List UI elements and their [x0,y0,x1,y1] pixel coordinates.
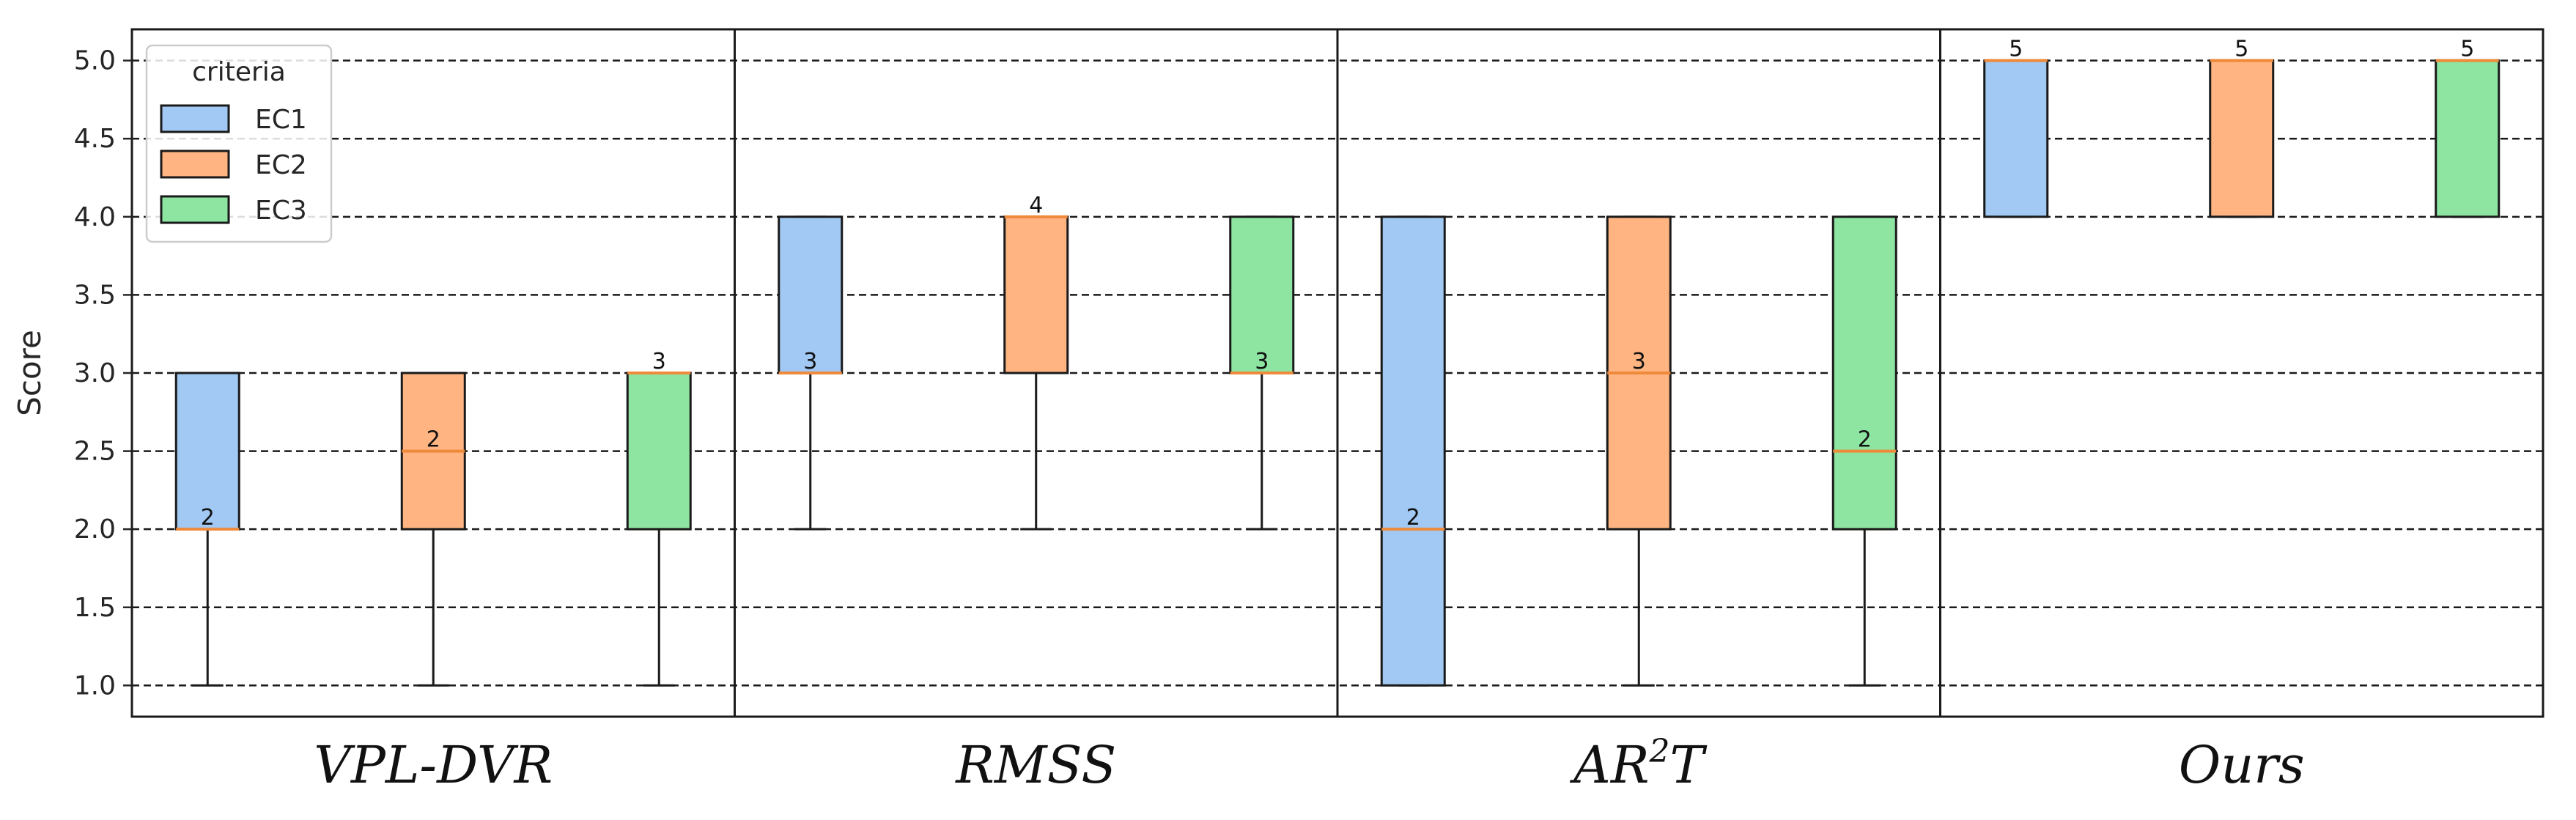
box-ec1 [778,215,844,374]
box-ec3 [2435,59,2501,218]
grid-lines [132,59,2543,687]
median-label: 2 [427,427,440,453]
group-label: Ours [2179,735,2305,795]
y-tick-label: 4.0 [74,202,116,232]
box-ec2 [2209,59,2275,218]
y-tick-label: 3.0 [74,358,116,388]
median-label: 2 [1406,505,1420,531]
median-label: 2 [1858,427,1872,453]
median-label: 4 [1029,193,1043,218]
box-plots [174,59,2501,687]
median-label: 3 [1255,349,1269,374]
y-axis: 1.0 1.5 2.0 2.5 3.0 3.5 4.0 4.5 5.0 Score [12,46,132,701]
box-ec3 [1831,215,1897,531]
legend-title: criteria [192,57,286,87]
legend-label-ec1: EC1 [255,105,307,135]
median-label: 5 [2234,37,2248,62]
median-label: 3 [1632,349,1646,374]
legend-swatch-ec1 [160,104,230,133]
y-tick-label: 2.0 [74,514,116,544]
median-label: 5 [2460,37,2474,62]
box-ec2 [1003,215,1069,374]
group-label: AR2T [1569,733,1707,795]
box-ec1 [1983,59,2049,218]
median-label: 3 [652,349,666,374]
y-tick-label: 1.5 [74,593,116,623]
legend-swatch-ec2 [160,149,230,179]
legend: criteria EC1 EC2 EC3 [145,44,333,243]
median-label: 3 [803,349,817,374]
box-ec3 [626,372,692,531]
y-axis-label: Score [12,330,48,416]
median-label: 2 [201,505,215,531]
group-label: VPL-DVR [314,735,553,795]
plot-frame [130,28,2544,718]
legend-label-ec2: EC2 [255,150,307,180]
median-label: 5 [2009,37,2023,62]
data-labels: 2 2 3 3 4 3 2 3 2 5 5 5 [201,37,2475,531]
y-tick-label: 3.5 [74,280,116,310]
group-labels: VPL-DVR RMSS AR2T Ours [314,733,2304,795]
legend-label-ec3: EC3 [255,196,307,226]
y-tick-label: 2.5 [74,437,116,467]
y-tick-label: 4.5 [74,124,116,154]
box-ec1 [174,372,240,531]
y-tick-label: 5.0 [74,46,116,76]
legend-box [145,44,333,243]
y-tick-label: 1.0 [74,671,116,701]
box-ec1 [1380,215,1446,687]
group-label: RMSS [954,735,1116,795]
box-ec3 [1229,215,1295,374]
legend-swatch-ec3 [160,195,230,224]
